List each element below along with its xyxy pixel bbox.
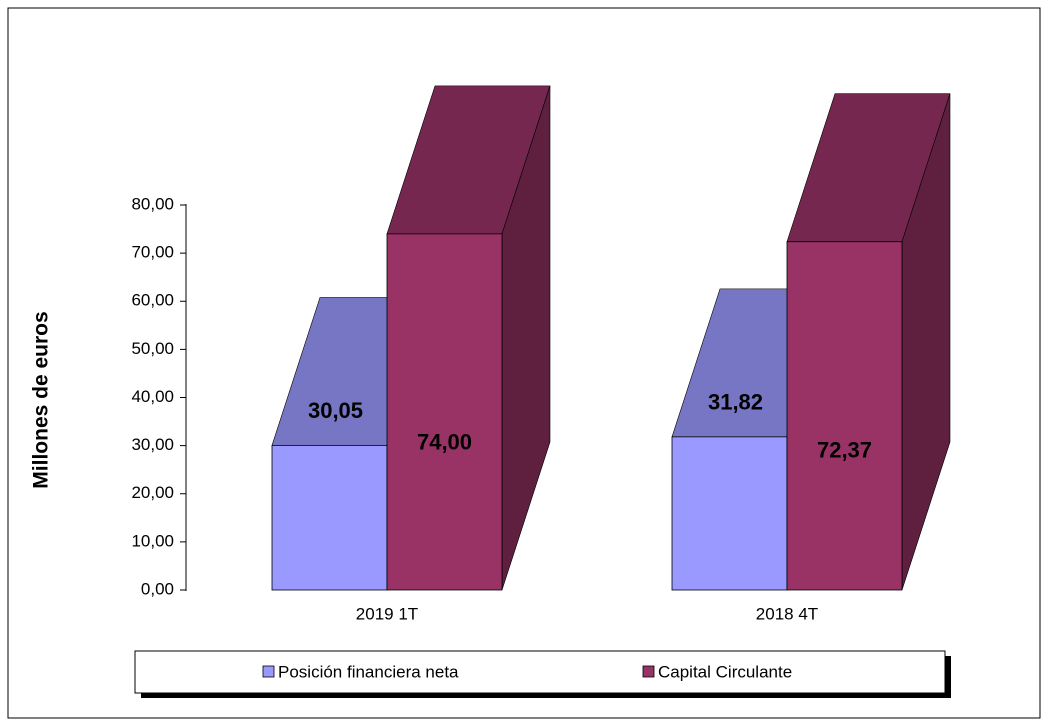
value-label: 30,05 bbox=[308, 398, 363, 423]
legend-swatch bbox=[642, 665, 655, 678]
value-label: 31,82 bbox=[708, 390, 763, 415]
bar bbox=[786, 241, 903, 591]
y-tick-label: 20,00 bbox=[131, 483, 174, 502]
y-tick-label: 60,00 bbox=[131, 291, 174, 310]
y-tick-label: 70,00 bbox=[131, 243, 174, 262]
legend-label: Posición financiera neta bbox=[278, 662, 459, 681]
value-label: 72,37 bbox=[817, 438, 872, 463]
y-axis-title: Millones de euros bbox=[30, 311, 53, 488]
value-label: 74,00 bbox=[417, 430, 472, 455]
bar bbox=[386, 233, 503, 591]
legend-label: Capital Circulante bbox=[658, 662, 792, 681]
y-tick-label: 50,00 bbox=[131, 339, 174, 358]
bar bbox=[271, 444, 388, 591]
legend-swatch bbox=[262, 665, 275, 678]
y-tick-label: 0,00 bbox=[141, 579, 174, 598]
y-tick-label: 10,00 bbox=[131, 531, 174, 550]
y-tick-label: 40,00 bbox=[131, 387, 174, 406]
y-tick-label: 80,00 bbox=[131, 194, 174, 213]
x-tick-label: 2018 4T bbox=[756, 604, 818, 623]
legend bbox=[134, 650, 946, 694]
x-tick-label: 2019 1T bbox=[356, 604, 418, 623]
y-tick-label: 30,00 bbox=[131, 435, 174, 454]
bar bbox=[671, 436, 788, 591]
